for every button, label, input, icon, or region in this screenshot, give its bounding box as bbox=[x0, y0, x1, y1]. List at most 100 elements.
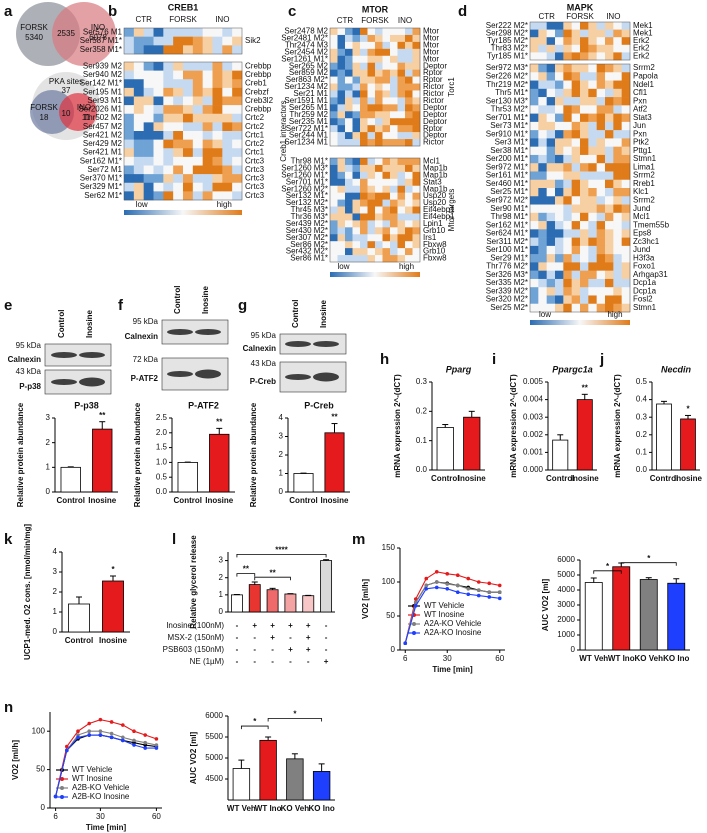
heatmap-cell bbox=[222, 36, 233, 46]
heatmap-cell bbox=[621, 221, 631, 230]
series-point bbox=[143, 733, 147, 737]
heatmap-cell bbox=[621, 138, 631, 147]
gene-label: Crebbp bbox=[245, 105, 272, 114]
gene-label: Grb10 bbox=[423, 247, 446, 256]
venn-count: 18 bbox=[40, 113, 49, 122]
lane-label: Control bbox=[57, 310, 66, 338]
heatmap-cell bbox=[605, 113, 614, 123]
legend-label: WT Inosine bbox=[424, 610, 465, 619]
heatmap-cell bbox=[212, 148, 223, 158]
heatmap-cell bbox=[390, 97, 398, 105]
heatmap-cell bbox=[588, 29, 597, 38]
heatmap-cell bbox=[580, 44, 589, 53]
gene-label: Erk2 bbox=[633, 44, 650, 53]
table-cell: - bbox=[325, 621, 328, 630]
heatmap-cell bbox=[588, 44, 597, 53]
heatmap-cell bbox=[538, 97, 547, 106]
site-label: Ser73 M1* bbox=[490, 121, 528, 130]
heatmap-cell bbox=[563, 80, 572, 90]
legend-high: high bbox=[399, 262, 414, 271]
heatmap-cell bbox=[360, 185, 368, 193]
heatmap-cell bbox=[621, 163, 631, 172]
heatmap-cell bbox=[580, 52, 589, 61]
heatmap-cell bbox=[571, 262, 581, 271]
heatmap-cell bbox=[412, 234, 421, 242]
heatmap-cell bbox=[613, 97, 622, 106]
heatmap-cell bbox=[382, 76, 391, 84]
heatmap-cell bbox=[605, 229, 614, 238]
site-label: Ser457 M2 bbox=[83, 122, 123, 131]
heatmap-cell bbox=[530, 188, 539, 197]
heatmap-cell bbox=[538, 130, 547, 139]
gene-label: Mcl1 bbox=[423, 157, 440, 166]
heatmap-cell bbox=[330, 234, 338, 242]
heatmap-cell bbox=[555, 163, 564, 172]
x-axis-label: Time [min] bbox=[432, 665, 473, 674]
chart-title: Necdin bbox=[661, 364, 692, 374]
venn-count: 2535 bbox=[57, 29, 75, 38]
heatmap-cell bbox=[588, 303, 597, 313]
heatmap-cell bbox=[345, 48, 353, 57]
heatmap-cell bbox=[345, 34, 353, 43]
heatmap-cell bbox=[621, 270, 631, 280]
heatmap-cell bbox=[133, 45, 144, 55]
heatmap-cell bbox=[563, 229, 572, 238]
heatmap-cell bbox=[345, 171, 353, 180]
legend-label: WT Vehicle bbox=[424, 601, 465, 610]
heatmap-cell bbox=[222, 62, 233, 71]
gene-label: Crtc3 bbox=[245, 156, 265, 165]
heatmap-cell bbox=[555, 221, 564, 230]
heatmap-cell bbox=[352, 118, 361, 126]
heatmap-cell bbox=[412, 111, 421, 119]
heatmap-cell bbox=[621, 113, 631, 123]
gene-label: Crtc2 bbox=[245, 139, 265, 148]
heatmap-cell bbox=[192, 105, 203, 115]
heatmap-cell bbox=[596, 29, 606, 38]
bar bbox=[463, 416, 481, 471]
heatmap-cell bbox=[222, 148, 233, 158]
heatmap-cell bbox=[397, 199, 406, 207]
heatmap-cell bbox=[124, 28, 135, 37]
series-point bbox=[109, 735, 114, 740]
heatmap-cell bbox=[405, 55, 413, 64]
heatmap-column: FORSK bbox=[566, 12, 594, 21]
heatmap-cell bbox=[337, 111, 346, 119]
heatmap-cell bbox=[352, 55, 361, 64]
site-label: Thr502 M2 bbox=[83, 113, 122, 122]
heatmap-cell bbox=[367, 125, 376, 133]
gene-label: Map1b bbox=[423, 170, 448, 179]
site-label: Ser624 M1* bbox=[486, 229, 528, 238]
heatmap-cell bbox=[183, 182, 194, 192]
heatmap-cell bbox=[382, 132, 391, 140]
heatmap-cell bbox=[555, 278, 564, 288]
heatmap-cell bbox=[546, 88, 556, 98]
heatmap-cell bbox=[375, 199, 383, 207]
heatmap-cell bbox=[538, 44, 547, 53]
heatmap-cell bbox=[412, 28, 421, 36]
heatmap-cell bbox=[360, 118, 368, 126]
heatmap-cell bbox=[588, 295, 597, 305]
block-label: Creb1 interactors bbox=[279, 100, 288, 161]
heatmap-cell bbox=[337, 76, 346, 84]
heatmap-cell bbox=[588, 270, 597, 280]
site-label: Ser265 M1 bbox=[289, 103, 329, 112]
heatmap-cell bbox=[337, 158, 346, 166]
heatmap-cell bbox=[367, 164, 376, 173]
heatmap-cell bbox=[367, 55, 376, 64]
heatmap-cell bbox=[397, 206, 406, 214]
site-label: Ser93 M1 bbox=[87, 96, 122, 105]
heatmap-cell bbox=[345, 164, 353, 173]
heatmap-cell bbox=[337, 206, 346, 214]
heatmap-cell bbox=[563, 237, 572, 247]
y-axis-label: Relative protein abundance bbox=[249, 402, 258, 507]
gene-label: Fbxw8 bbox=[423, 240, 447, 249]
heatmap-cell bbox=[367, 213, 376, 221]
gene-label: Deptor bbox=[423, 117, 447, 126]
heatmap-cell bbox=[360, 41, 368, 50]
heatmap-cell bbox=[596, 204, 606, 214]
heatmap-cell bbox=[538, 171, 547, 181]
heatmap-cell bbox=[390, 41, 398, 50]
heatmap-cell bbox=[538, 303, 547, 313]
heatmap-cell bbox=[571, 254, 581, 263]
heatmap-cell bbox=[580, 64, 589, 73]
